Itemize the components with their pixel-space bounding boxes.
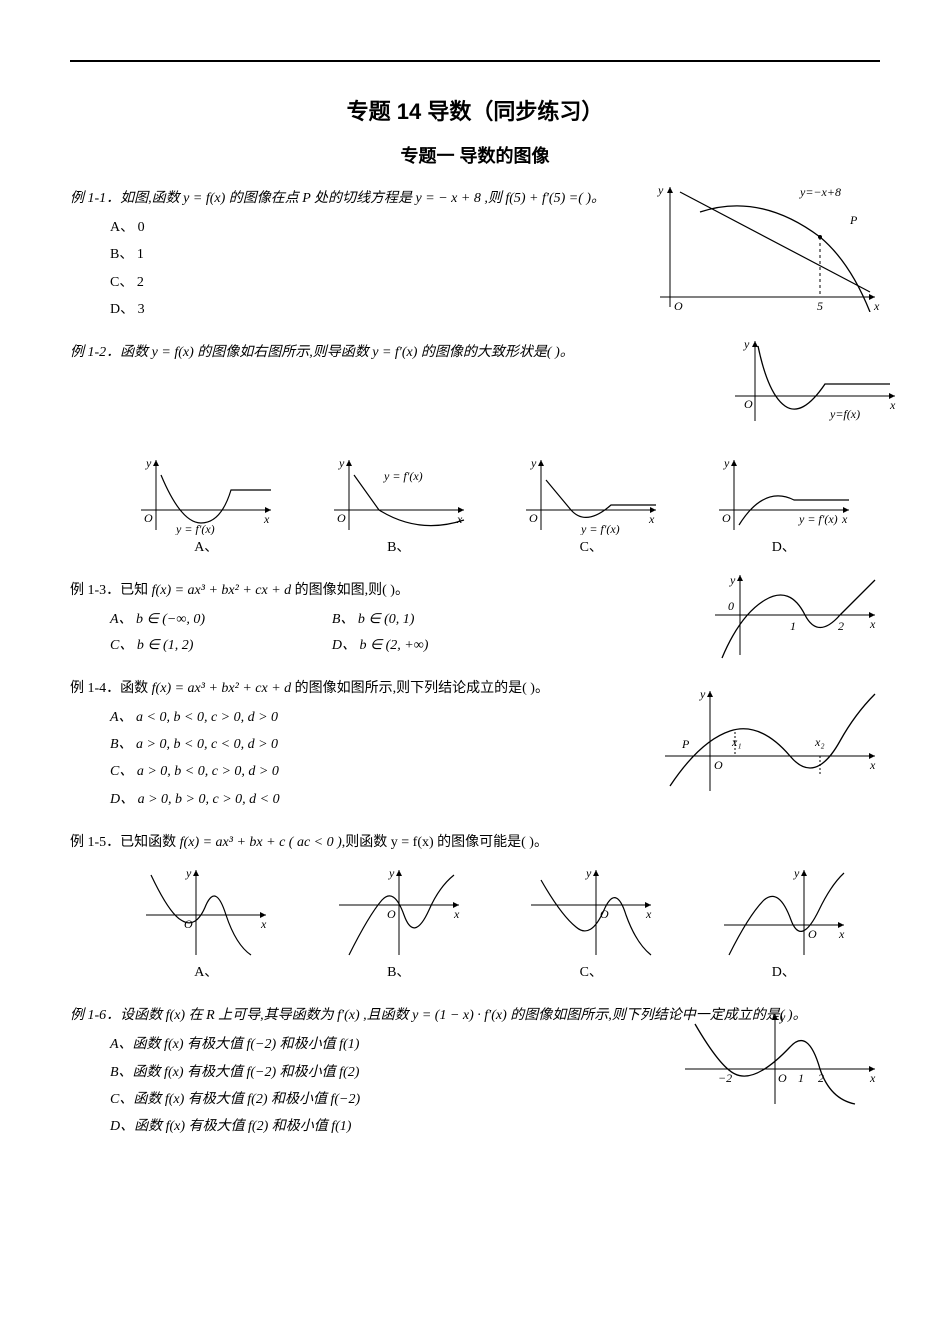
svg-text:x: x xyxy=(260,917,267,931)
svg-text:x₁: x₁ xyxy=(731,735,742,749)
option-d: D、 a > 0, b > 0, c > 0, d < 0 xyxy=(110,787,556,812)
svg-text:y: y xyxy=(185,866,192,880)
option-a: A、函数 f(x) 有极大值 f(−2) 和极小值 f(1) xyxy=(110,1032,572,1057)
svg-text:y = f'(x): y = f'(x) xyxy=(175,522,215,535)
option-d: D、 b ∈ (2, +∞) xyxy=(332,633,554,658)
svg-text:y=f(x): y=f(x) xyxy=(829,407,860,421)
option-c-figure: xyO C、 xyxy=(526,865,656,985)
svg-text:x: x xyxy=(873,299,880,312)
svg-text:y=−x+8: y=−x+8 xyxy=(799,185,841,199)
svg-text:y: y xyxy=(585,866,592,880)
svg-text:y: y xyxy=(530,456,537,470)
option-b: B、 a > 0, b < 0, c < 0, d > 0 xyxy=(110,732,556,757)
option-c-figure: yOx y = f'(x) C、 xyxy=(521,455,661,560)
svg-text:y: y xyxy=(729,573,736,587)
svg-text:x: x xyxy=(869,1071,876,1085)
svg-text:O: O xyxy=(744,397,753,411)
title-main: 专题 14 导数（同步练习） xyxy=(70,92,880,132)
svg-text:x: x xyxy=(453,907,460,921)
svg-text:y = f'(x): y = f'(x) xyxy=(383,469,423,483)
problem-stem: 例 1-5．已知函数 f(x) = ax³ + bx + c ( ac < 0 … xyxy=(70,830,880,855)
svg-text:x: x xyxy=(841,512,848,526)
option-d-figure: yOx y = f'(x) D、 xyxy=(714,455,854,560)
option-a: A、 b ∈ (−∞, 0) xyxy=(110,607,332,632)
svg-text:y: y xyxy=(793,866,800,880)
option-c: C、函数 f(x) 有极大值 f(2) 和极小值 f(−2) xyxy=(110,1087,572,1112)
svg-text:y: y xyxy=(657,183,664,197)
problem-1-3: 例 1-3．已知 f(x) = ax³ + bx² + cx + d 的图像如图… xyxy=(70,578,880,658)
option-b: B、函数 f(x) 有极大值 f(−2) 和极小值 f(2) xyxy=(110,1060,572,1085)
title-sub: 专题一 导数的图像 xyxy=(70,140,880,172)
svg-text:2: 2 xyxy=(838,619,844,633)
option-a: A、 a < 0, b < 0, c > 0, d > 0 xyxy=(110,705,556,730)
svg-text:2: 2 xyxy=(818,1071,824,1085)
option-b-figure: yOx y = f'(x) B、 xyxy=(329,455,469,560)
figure-cubic-1: x y 0 1 2 xyxy=(710,570,880,660)
option-c: C、 a > 0, b < 0, c > 0, d > 0 xyxy=(110,759,556,784)
svg-text:O: O xyxy=(714,758,723,772)
svg-text:5: 5 xyxy=(817,299,823,312)
option-c: C、 2 xyxy=(110,270,556,295)
svg-text:y: y xyxy=(723,456,730,470)
problem-1-5: 例 1-5．已知函数 f(x) = ax³ + bx + c ( ac < 0 … xyxy=(70,830,880,985)
svg-text:O: O xyxy=(778,1071,787,1085)
svg-text:y: y xyxy=(779,1010,786,1024)
option-c: C、 b ∈ (1, 2) xyxy=(110,633,332,658)
svg-text:P: P xyxy=(681,737,690,751)
svg-text:y: y xyxy=(145,456,152,470)
svg-text:x: x xyxy=(838,927,845,941)
svg-text:y: y xyxy=(388,866,395,880)
svg-text:0: 0 xyxy=(728,599,734,613)
figure-cubic-2: x y O P x₁ x₂ xyxy=(660,686,880,796)
svg-text:x: x xyxy=(645,907,652,921)
svg-text:−2: −2 xyxy=(718,1071,732,1085)
figure-fx-right: x y O y=f(x) xyxy=(730,336,900,426)
svg-text:O: O xyxy=(337,511,346,525)
problem-1-6: 例 1-6．设函数 f(x) 在 R 上可导,其导函数为 f′(x) ,且函数 … xyxy=(70,1003,880,1139)
top-rule xyxy=(70,60,880,62)
figure-tangent: x y O y=−x+8 P 5 xyxy=(650,182,880,312)
svg-text:O: O xyxy=(722,511,731,525)
svg-text:O: O xyxy=(184,917,193,931)
option-a-figure: xyO A、 xyxy=(141,865,271,985)
svg-text:1: 1 xyxy=(798,1071,804,1085)
svg-text:y: y xyxy=(743,337,750,351)
svg-text:y: y xyxy=(338,456,345,470)
svg-text:x: x xyxy=(889,398,896,412)
svg-text:x: x xyxy=(869,617,876,631)
option-a: A、 0 xyxy=(110,215,556,240)
svg-text:x: x xyxy=(648,512,655,526)
figure-1-6: x y O −2 1 2 xyxy=(680,1009,880,1109)
option-b: B、 1 xyxy=(110,242,556,267)
option-d: D、函数 f(x) 有极大值 f(2) 和极小值 f(1) xyxy=(110,1114,572,1139)
svg-text:x: x xyxy=(263,512,270,526)
svg-text:O: O xyxy=(674,299,683,312)
svg-text:x₂: x₂ xyxy=(814,735,825,749)
option-b-figure: xyO B、 xyxy=(334,865,464,985)
option-d-figure: xyO D、 xyxy=(719,865,849,985)
svg-text:y = f'(x): y = f'(x) xyxy=(580,522,620,535)
svg-text:x: x xyxy=(869,758,876,772)
option-b: B、 b ∈ (0, 1) xyxy=(332,607,554,632)
problem-1-1: 例 1-1．如图,函数 y = f(x) 的图像在点 P 处的切线方程是 y =… xyxy=(70,186,880,322)
svg-text:O: O xyxy=(144,511,153,525)
svg-text:O: O xyxy=(387,907,396,921)
svg-text:O: O xyxy=(529,511,538,525)
option-a-figure: yOx y = f'(x) A、 xyxy=(136,455,276,560)
svg-text:O: O xyxy=(808,927,817,941)
problem-1-2: 例 1-2．函数 y = f(x) 的图像如右图所示,则导函数 y = f′(x… xyxy=(70,340,880,560)
svg-text:1: 1 xyxy=(790,619,796,633)
option-d: D、 3 xyxy=(110,297,556,322)
svg-text:P: P xyxy=(849,213,858,227)
svg-text:y: y xyxy=(699,687,706,701)
svg-text:x: x xyxy=(456,512,463,526)
svg-text:y = f'(x): y = f'(x) xyxy=(798,512,838,526)
problem-1-4: 例 1-4．函数 f(x) = ax³ + bx² + cx + d 的图像如图… xyxy=(70,676,880,812)
